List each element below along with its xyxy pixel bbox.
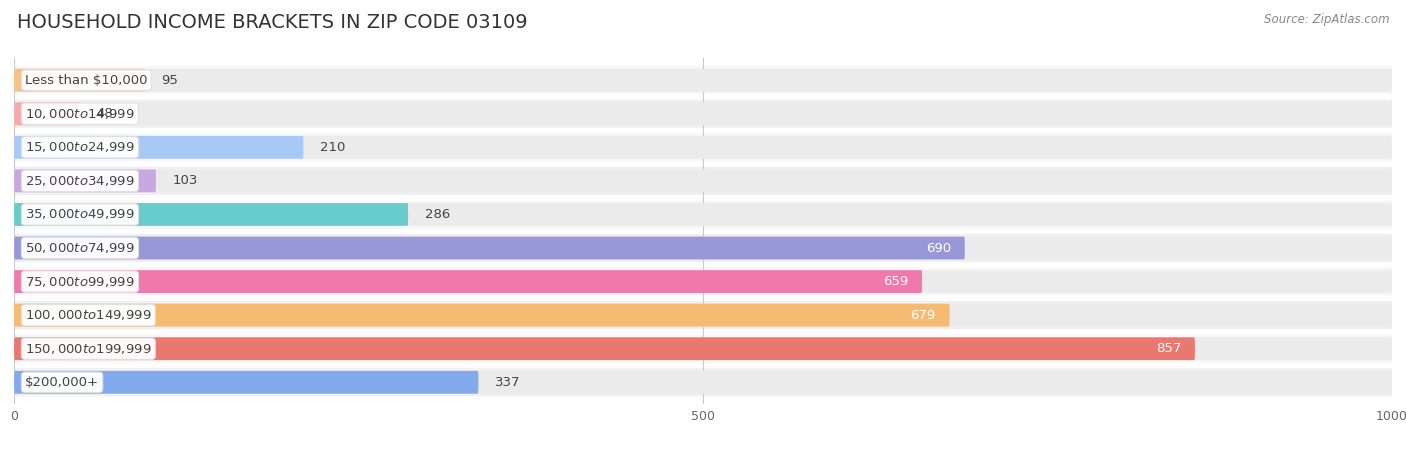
- FancyBboxPatch shape: [14, 136, 304, 159]
- FancyBboxPatch shape: [14, 368, 1392, 396]
- Text: Source: ZipAtlas.com: Source: ZipAtlas.com: [1264, 13, 1389, 26]
- FancyBboxPatch shape: [14, 301, 1392, 329]
- FancyBboxPatch shape: [14, 136, 1392, 159]
- FancyBboxPatch shape: [14, 102, 80, 125]
- FancyBboxPatch shape: [14, 270, 922, 293]
- Text: $50,000 to $74,999: $50,000 to $74,999: [25, 241, 135, 255]
- Text: $200,000+: $200,000+: [25, 376, 98, 389]
- Text: $15,000 to $24,999: $15,000 to $24,999: [25, 141, 135, 154]
- FancyBboxPatch shape: [14, 335, 1392, 363]
- FancyBboxPatch shape: [14, 66, 1392, 94]
- Text: $10,000 to $14,999: $10,000 to $14,999: [25, 107, 135, 121]
- FancyBboxPatch shape: [14, 371, 1392, 394]
- FancyBboxPatch shape: [14, 304, 1392, 326]
- FancyBboxPatch shape: [14, 169, 156, 192]
- Text: 95: 95: [162, 74, 179, 87]
- Text: 659: 659: [883, 275, 908, 288]
- FancyBboxPatch shape: [14, 133, 1392, 162]
- Text: 679: 679: [911, 308, 936, 321]
- Text: 286: 286: [425, 208, 450, 221]
- Text: HOUSEHOLD INCOME BRACKETS IN ZIP CODE 03109: HOUSEHOLD INCOME BRACKETS IN ZIP CODE 03…: [17, 13, 527, 32]
- FancyBboxPatch shape: [14, 167, 1392, 195]
- FancyBboxPatch shape: [14, 337, 1195, 360]
- Text: $100,000 to $149,999: $100,000 to $149,999: [25, 308, 152, 322]
- FancyBboxPatch shape: [14, 237, 1392, 260]
- FancyBboxPatch shape: [14, 203, 1392, 226]
- FancyBboxPatch shape: [14, 270, 1392, 293]
- Text: $75,000 to $99,999: $75,000 to $99,999: [25, 275, 135, 289]
- FancyBboxPatch shape: [14, 371, 478, 394]
- Text: $150,000 to $199,999: $150,000 to $199,999: [25, 342, 152, 356]
- Text: 690: 690: [927, 242, 950, 255]
- Text: $25,000 to $34,999: $25,000 to $34,999: [25, 174, 135, 188]
- Text: 857: 857: [1156, 342, 1181, 355]
- FancyBboxPatch shape: [14, 203, 408, 226]
- FancyBboxPatch shape: [14, 234, 1392, 262]
- FancyBboxPatch shape: [14, 69, 145, 92]
- FancyBboxPatch shape: [14, 237, 965, 260]
- FancyBboxPatch shape: [14, 102, 1392, 125]
- FancyBboxPatch shape: [14, 304, 949, 326]
- Text: Less than $10,000: Less than $10,000: [25, 74, 148, 87]
- Text: 210: 210: [321, 141, 346, 154]
- FancyBboxPatch shape: [14, 337, 1392, 360]
- Text: 48: 48: [97, 107, 114, 120]
- Text: 103: 103: [173, 174, 198, 187]
- FancyBboxPatch shape: [14, 69, 1392, 92]
- FancyBboxPatch shape: [14, 200, 1392, 229]
- FancyBboxPatch shape: [14, 268, 1392, 296]
- Text: 337: 337: [495, 376, 520, 389]
- FancyBboxPatch shape: [14, 100, 1392, 128]
- Text: $35,000 to $49,999: $35,000 to $49,999: [25, 207, 135, 221]
- FancyBboxPatch shape: [14, 169, 1392, 192]
